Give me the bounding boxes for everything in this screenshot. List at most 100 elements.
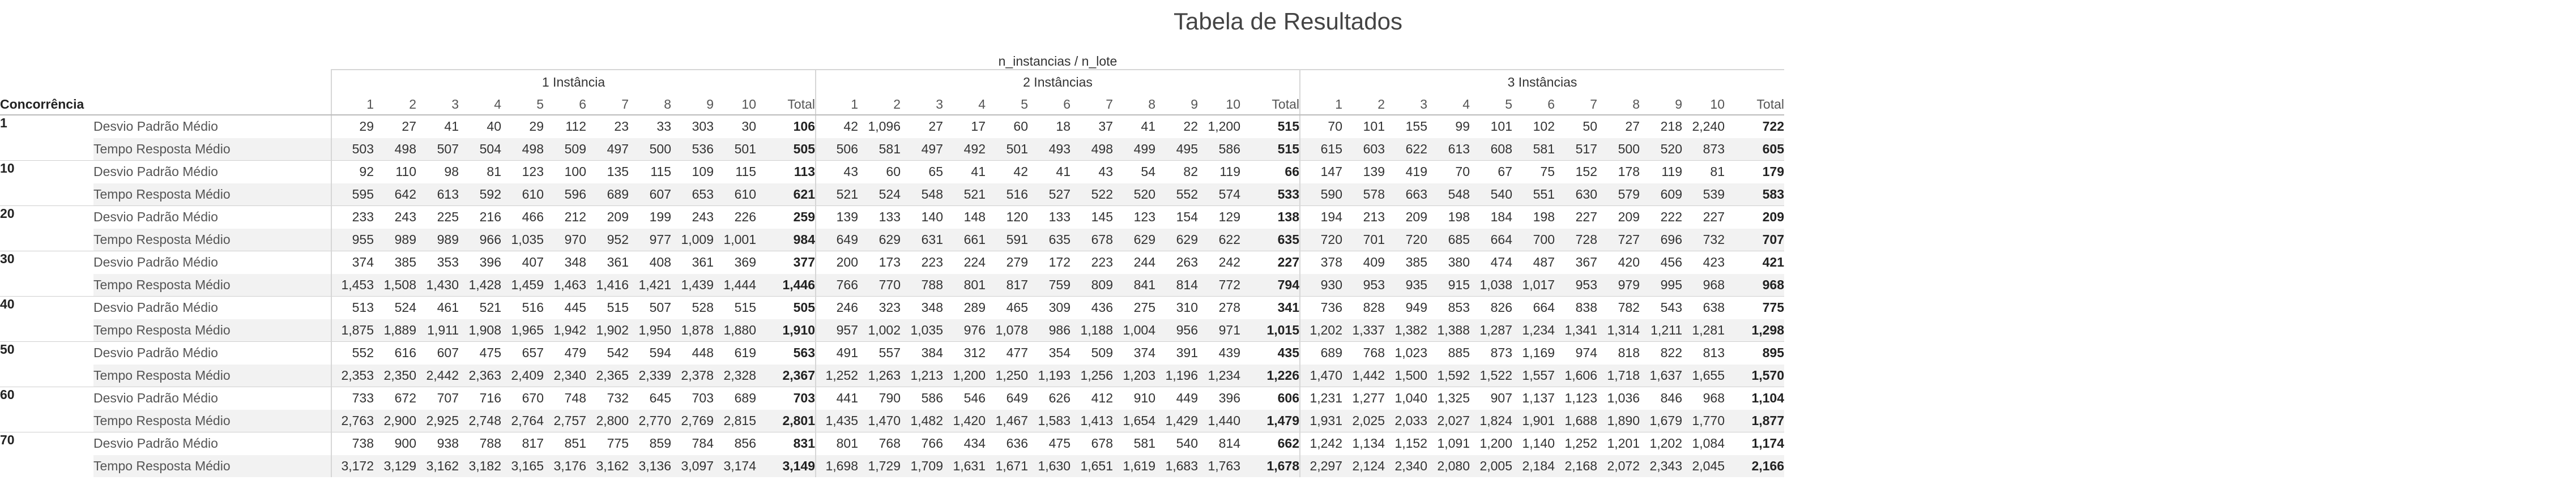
value-cell: 477 [986,341,1028,365]
header-blank [93,94,331,115]
value-cell: 1,651 [1071,455,1113,477]
value-cell: 2,168 [1555,455,1597,477]
value-cell: 574 [1198,183,1240,206]
value-cell: 441 [815,387,858,410]
value-cell: 374 [331,251,374,274]
value-cell: 2,378 [671,364,714,387]
value-cell: 369 [714,251,756,274]
total-cell: 703 [756,387,816,410]
value-cell: 1,583 [1028,409,1071,432]
value-cell: 1,470 [858,409,901,432]
value-cell: 1,200 [1198,114,1240,138]
value-cell: 590 [1299,183,1342,206]
value-cell: 423 [1682,251,1725,274]
table-row: 50 Desvio Padrão Médio 552 616 607 475 657 479 5… [0,341,1784,387]
lote-column-header: 3 [416,94,459,115]
value-cell: 123 [501,160,544,183]
value-cell: 1,729 [858,455,901,477]
value-cell: 689 [714,387,756,410]
value-cell: 935 [1385,273,1427,297]
value-cell: 227 [1682,205,1725,229]
value-cell: 439 [1198,341,1240,365]
value-cell: 115 [714,160,756,183]
value-cell: 949 [1385,296,1427,319]
value-cell: 521 [943,183,986,206]
value-cell: 3,174 [714,455,756,477]
value-cell: 67 [1470,160,1512,183]
value-cell: 29 [331,114,374,138]
value-cell: 408 [629,251,671,274]
value-cell: 759 [1028,273,1071,297]
total-cell: 1,570 [1725,364,1784,387]
value-cell: 977 [629,228,671,251]
value-cell: 626 [1028,387,1071,410]
value-cell: 1,459 [501,273,544,297]
lote-column-header: 8 [1597,94,1640,115]
value-cell: 772 [1198,273,1240,297]
value-cell: 1,084 [1682,432,1725,455]
value-cell: 631 [901,228,943,251]
value-cell: 851 [544,432,586,455]
value-cell: 2,124 [1342,455,1385,477]
value-cell: 223 [901,251,943,274]
lote-column-header: 1 [815,94,858,115]
total-cell: 1,479 [1240,409,1300,432]
lote-column-header: 10 [1682,94,1725,115]
concurrency-label: 20 [0,205,93,251]
value-cell: 70 [1427,160,1470,183]
total-cell: 968 [1725,273,1784,297]
value-cell: 1,911 [416,319,459,342]
total-cell: 1,446 [756,273,816,297]
value-cell: 499 [1113,138,1155,161]
value-cell: 727 [1597,228,1640,251]
value-cell: 524 [858,183,901,206]
value-cell: 1,606 [1555,364,1597,387]
value-cell: 1,931 [1299,409,1342,432]
value-cell: 152 [1555,160,1597,183]
value-cell: 1,256 [1071,364,1113,387]
value-cell: 515 [714,296,756,319]
value-cell: 42 [986,160,1028,183]
value-cell: 595 [331,183,374,206]
value-cell: 642 [374,183,416,206]
value-cell: 1,965 [501,319,544,342]
value-cell: 148 [943,205,986,229]
value-cell: 607 [416,341,459,365]
value-cell: 1,202 [1640,432,1682,455]
value-cell: 92 [331,160,374,183]
value-cell: 243 [671,205,714,229]
total-cell: 1,226 [1240,364,1300,387]
value-cell: 1,522 [1470,364,1512,387]
value-cell: 522 [1071,183,1113,206]
value-cell: 813 [1682,341,1725,365]
total-cell: 435 [1240,341,1300,365]
value-cell: 119 [1198,160,1240,183]
table-row: Tempo Resposta Médio 2,353 2,350 2,442 2,363… [0,364,1784,387]
value-cell: 1,152 [1385,432,1427,455]
value-cell: 716 [459,387,501,410]
value-cell: 907 [1470,387,1512,410]
value-cell: 22 [1155,114,1198,138]
value-cell: 1,017 [1512,273,1555,297]
value-cell: 1,679 [1640,409,1682,432]
total-cell: 621 [756,183,816,206]
lote-column-header: 4 [459,94,501,115]
total-cell: 1,877 [1725,409,1784,432]
value-cell: 50 [1555,114,1597,138]
table-row: Tempo Resposta Médio 3,172 3,129 3,162 3,182… [0,455,1784,477]
lote-column-header: 2 [1342,94,1385,115]
value-cell: 33 [629,114,671,138]
value-cell: 503 [331,138,374,161]
value-cell: 986 [1028,319,1071,342]
value-cell: 1,824 [1470,409,1512,432]
value-cell: 822 [1640,341,1682,365]
value-cell: 956 [1155,319,1198,342]
value-cell: 198 [1512,205,1555,229]
value-cell: 801 [943,273,986,297]
value-cell: 900 [374,432,416,455]
value-cell: 790 [858,387,901,410]
row-dimension-label: Concorrência [0,94,93,115]
value-cell: 2,027 [1427,409,1470,432]
value-cell: 768 [1342,341,1385,365]
value-cell: 1,683 [1155,455,1198,477]
